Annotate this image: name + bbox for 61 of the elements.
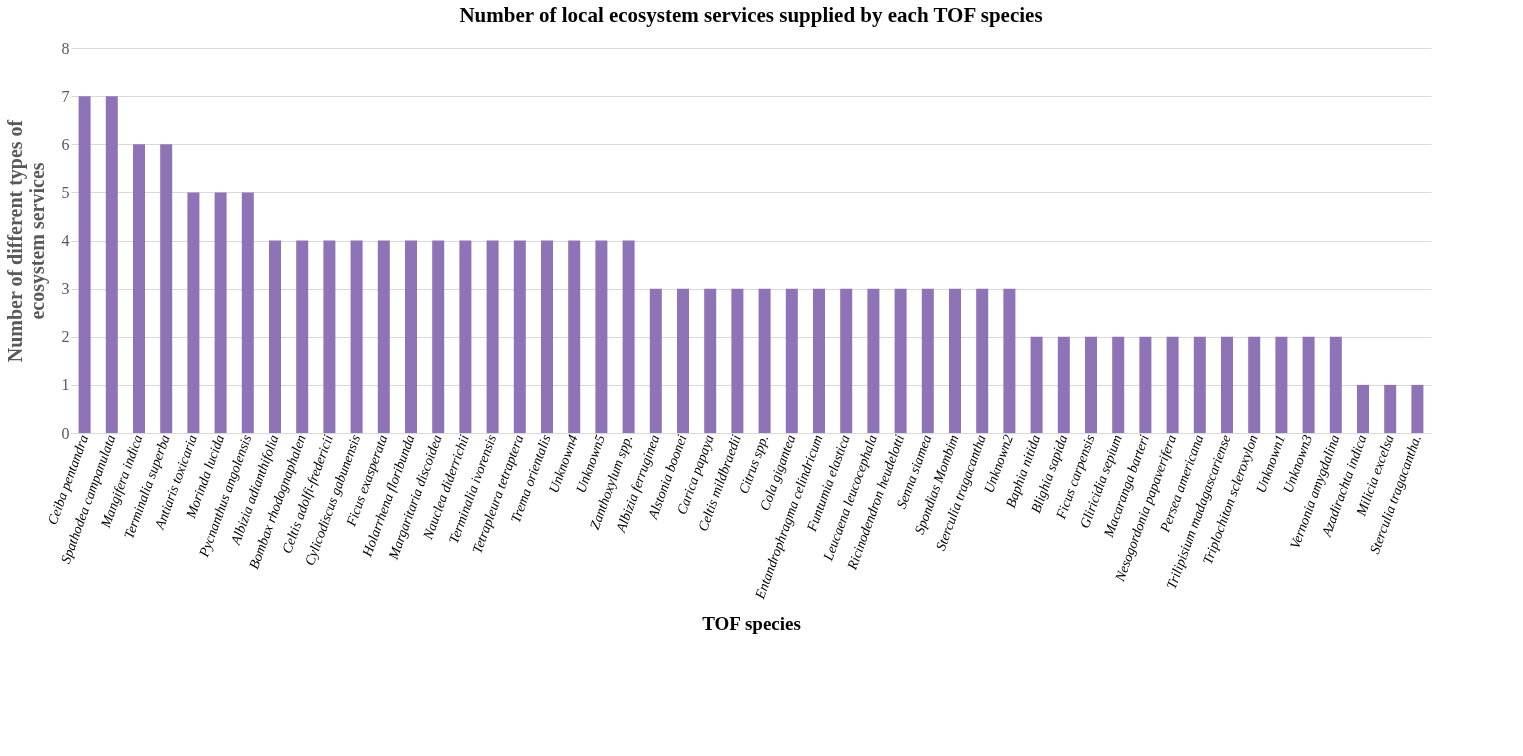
bar: [160, 144, 173, 433]
bar: [731, 288, 744, 433]
bar: [1085, 336, 1097, 433]
bar: [1030, 336, 1043, 433]
bar: [241, 192, 254, 433]
x-axis-title: TOF species: [702, 612, 801, 634]
bar: [459, 240, 472, 433]
bar: [405, 240, 417, 433]
bar: [1003, 288, 1016, 433]
bar: [568, 240, 581, 433]
bar: [704, 288, 717, 433]
chart-title: Number of local ecosystem services supplied by each TOF species: [459, 3, 1043, 27]
bar: [1112, 336, 1125, 433]
y-tick-label: 8: [61, 39, 70, 57]
bar: [187, 192, 200, 433]
y-tick-label: 4: [61, 232, 70, 249]
bar: [1057, 336, 1070, 433]
bar: [785, 288, 798, 433]
bar: [1248, 336, 1261, 433]
bar: [867, 288, 880, 433]
y-tick-label: 2: [61, 328, 70, 346]
bar: [377, 240, 390, 433]
y-tick-label: 6: [61, 135, 70, 153]
bar: [921, 288, 934, 433]
bar: [323, 240, 336, 433]
bar: [976, 288, 989, 433]
y-tick-label: 3: [61, 280, 70, 298]
bar: [133, 144, 145, 433]
bar: [513, 240, 526, 433]
bar: [1411, 384, 1424, 433]
bar: [105, 96, 118, 433]
bar: [78, 96, 91, 433]
bar: [1357, 384, 1369, 433]
y-tick-label: 1: [61, 376, 70, 394]
bar: [894, 288, 907, 433]
bar: [1166, 336, 1179, 433]
bar: [1193, 336, 1206, 433]
bar: [949, 288, 961, 433]
bar: [432, 240, 445, 433]
bar: [622, 240, 635, 433]
bar: [595, 240, 608, 433]
bar: [214, 192, 227, 433]
bar: [1139, 336, 1152, 433]
y-tick-label: 5: [61, 183, 70, 201]
bar: [269, 240, 281, 433]
bar: [350, 240, 363, 433]
bar: [649, 288, 662, 433]
y-tick-label: 7: [61, 87, 70, 105]
bar: [1221, 336, 1233, 433]
bar: [758, 288, 771, 433]
bar: [677, 288, 689, 433]
bar: [296, 240, 309, 433]
bar: [1302, 336, 1315, 433]
bar: [1275, 336, 1288, 433]
bar: [1329, 336, 1342, 433]
bar: [813, 288, 825, 433]
bar: [486, 240, 499, 433]
bar: [840, 288, 853, 433]
y-axis-title: Number of different types of ecosystem services: [3, 119, 49, 363]
bar: [541, 240, 553, 433]
bar: [1384, 384, 1397, 433]
